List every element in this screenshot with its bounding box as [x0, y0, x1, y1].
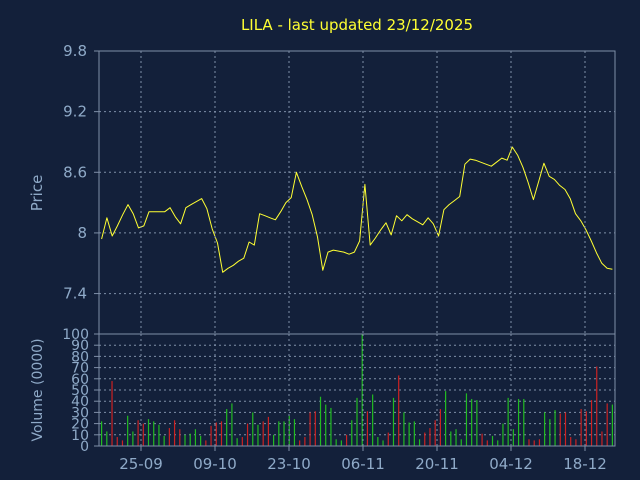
volume-tick-label: 80: [71, 349, 89, 365]
volume-tick-label: 60: [71, 372, 89, 388]
x-tick-label: 04-12: [489, 455, 533, 473]
price-tick-label: 8: [77, 224, 87, 242]
volume-tick-label: 90: [71, 338, 89, 354]
volume-tick-label: 100: [62, 327, 89, 343]
x-tick-label: 18-12: [563, 455, 607, 473]
date-axis: 25-09 09-10 23-10 06-11 20-11 04-12 18-12: [119, 51, 607, 473]
volume-tick-label: 0: [80, 439, 89, 455]
x-tick-label: 25-09: [119, 455, 163, 473]
volume-tick-label: 70: [71, 361, 89, 377]
chart-title: LILA - last updated 23/12/2025: [241, 16, 473, 34]
price-tick-label: 7.4: [63, 285, 87, 303]
volume-tick-label: 40: [71, 394, 89, 410]
x-tick-label: 09-10: [193, 455, 237, 473]
price-tick-label: 8.6: [63, 163, 87, 181]
volume-tick-label: 10: [71, 428, 89, 444]
volume-tick-label: 30: [71, 405, 89, 421]
x-tick-label: 23-10: [267, 455, 311, 473]
price-panel: 7.4 8 8.6 9.2 9.8: [63, 42, 616, 335]
volume-panel-frame: [98, 333, 616, 447]
price-tick-label: 9.8: [63, 42, 87, 60]
volume-axis-label: Volume (0000): [30, 338, 46, 441]
x-tick-label: 06-11: [341, 455, 385, 473]
x-tick-label: 20-11: [415, 455, 459, 473]
price-line: [101, 146, 613, 273]
volume-tick-label: 50: [71, 383, 89, 399]
volume-tick-label: 20: [71, 417, 89, 433]
price-tick-label: 9.2: [63, 103, 87, 121]
price-axis-label: Price: [28, 175, 46, 212]
